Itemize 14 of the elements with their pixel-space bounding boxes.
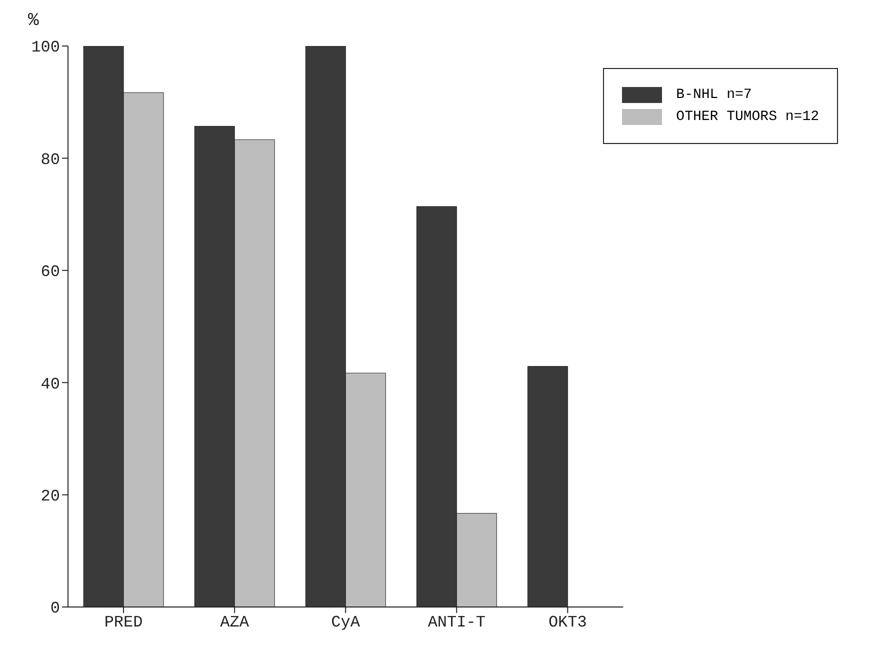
y-tick-label: 40 [40,375,60,394]
x-tick-label: AZA [220,613,250,632]
y-tick-label: 100 [31,38,60,57]
x-tick-label: CyA [331,613,360,632]
y-tick-label: 20 [40,487,60,506]
x-tick-label: PRED [104,613,143,632]
legend-label: OTHER TUMORS n=12 [676,109,819,125]
y-tick-label: 60 [40,263,60,282]
y-tick-label: 80 [40,150,60,169]
x-tick-label: ANTI-T [428,613,486,632]
x-tick-label: OKT3 [548,613,587,632]
legend-label: B-NHL n=7 [676,87,752,103]
y-tick-label: 0 [50,600,60,618]
y-axis-title: % [28,10,39,31]
